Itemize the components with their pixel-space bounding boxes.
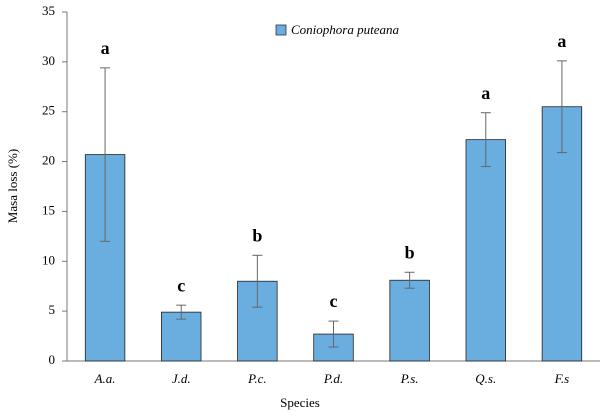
x-tick-label: F.s bbox=[554, 371, 570, 386]
x-tick-label: P.d. bbox=[323, 371, 343, 386]
y-tick-label: 20 bbox=[42, 153, 55, 168]
y-tick-label: 25 bbox=[42, 103, 55, 118]
bar bbox=[161, 311, 202, 362]
legend-swatch bbox=[275, 24, 287, 36]
x-axis-title: Species bbox=[280, 395, 320, 410]
bar bbox=[465, 139, 506, 362]
significance-label: b bbox=[252, 225, 262, 245]
significance-label: b bbox=[405, 242, 415, 262]
y-tick-label: 5 bbox=[49, 302, 56, 317]
y-tick-label: 0 bbox=[49, 352, 56, 367]
y-tick-label: 15 bbox=[42, 202, 55, 217]
significance-label: c bbox=[177, 275, 185, 295]
x-tick-label: A.a. bbox=[94, 371, 116, 386]
x-tick-label: P.s. bbox=[400, 371, 419, 386]
significance-label: c bbox=[330, 291, 338, 311]
legend-label: Coniophora puteana bbox=[291, 22, 399, 37]
y-axis-title: Masa loss (%) bbox=[5, 149, 20, 223]
x-tick-label: P.c. bbox=[247, 371, 267, 386]
x-tick-label: J.d. bbox=[172, 371, 191, 386]
y-tick-label: 10 bbox=[42, 252, 55, 267]
significance-label: a bbox=[481, 83, 490, 103]
significance-label: a bbox=[101, 38, 110, 58]
bar bbox=[237, 280, 278, 362]
y-tick-label: 35 bbox=[42, 3, 55, 18]
significance-label: a bbox=[557, 31, 566, 51]
y-tick-label: 30 bbox=[42, 53, 55, 68]
bar bbox=[389, 279, 430, 362]
x-tick-label: Q.s. bbox=[475, 371, 496, 386]
